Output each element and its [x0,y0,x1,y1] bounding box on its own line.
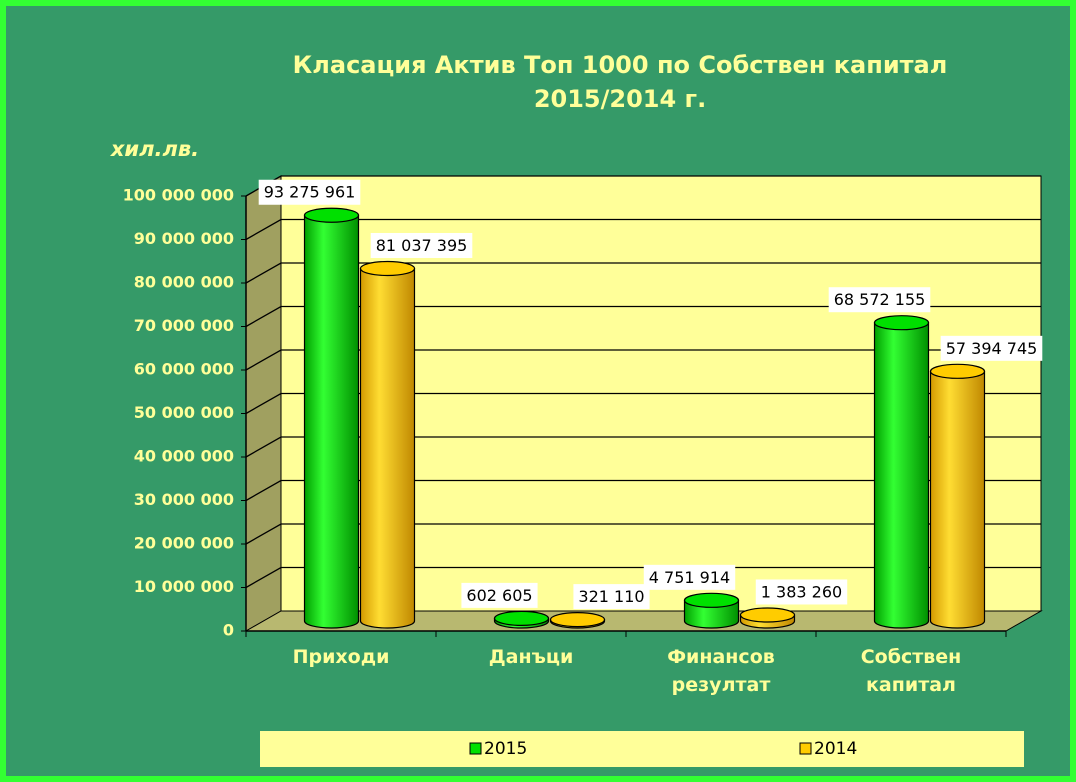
chart-title: Класация Актив Топ 1000 по Собствен капи… [293,51,948,79]
bar-top [303,207,360,223]
legend-swatch [469,742,482,755]
bar-top [359,260,416,277]
data-label-box [940,335,1043,361]
x-tick-label: Приходи [292,646,390,668]
bar-top [929,363,986,379]
bar-body [359,267,416,629]
bar [303,207,360,629]
bar-top [683,592,740,608]
legend [260,731,1024,767]
bar-top [493,610,550,626]
data-label-box [573,584,650,610]
y-tick-label: 0 [223,621,234,640]
bar-top [549,612,606,628]
data-label: 4 751 914 [649,568,730,587]
y-tick-label: 40 000 000 [134,447,234,466]
data-label-box [370,232,473,258]
bar [493,610,550,629]
x-tick-label: Собствен капитал [860,646,962,696]
y-axis-label: хил.лв. [110,137,199,161]
grid-line [245,523,1041,545]
data-label: 93 275 961 [264,183,356,202]
y-tick-label: 10 000 000 [134,577,234,596]
data-label: 68 572 155 [834,290,926,309]
grid-line [245,305,1041,328]
chart-title: 2015/2014 г. [534,85,706,113]
grid-line [245,479,1041,502]
bar [683,592,740,629]
y-tick-label: 70 000 000 [134,316,234,335]
bar-body [683,599,740,629]
y-tick-label: 50 000 000 [134,403,234,422]
data-label-box [828,287,931,313]
grid-line [245,349,1041,371]
data-label: 81 037 395 [376,236,468,255]
data-label-box [461,582,538,608]
bar [873,315,930,629]
y-tick-label: 100 000 000 [123,186,234,205]
grid-line [245,436,1041,458]
y-tick-label: 60 000 000 [134,360,234,379]
data-label: 57 394 745 [946,339,1038,358]
data-label: 1 383 260 [761,582,842,601]
y-tick-label: 30 000 000 [134,490,234,509]
y-tick-label: 20 000 000 [134,534,234,553]
legend-label: 2015 [484,739,527,759]
grid-line [245,566,1041,589]
data-label-box [755,579,848,605]
data-label-box [643,564,736,590]
bar-top [739,607,796,623]
y-tick-label: 80 000 000 [134,273,234,292]
x-tick-label: Данъци [488,646,574,668]
grid-line [245,175,1041,197]
y-tick-label: 90 000 000 [134,229,234,248]
bar [929,363,986,629]
legend-swatch [799,742,812,755]
grid-line [245,218,1041,241]
bar-body [873,322,930,629]
data-label: 321 110 [578,587,644,606]
grid-line [245,262,1041,284]
bar [739,607,796,629]
x-tick-label: Финансов резултат [667,646,775,696]
grid-line [245,392,1041,415]
legend-label: 2014 [814,739,857,759]
bar-top [873,315,930,331]
bar [549,612,606,629]
data-label: 602 605 [466,586,532,605]
bar-body [303,214,360,629]
data-label-box [258,179,361,205]
bar [359,260,416,629]
bar-body [929,370,986,629]
